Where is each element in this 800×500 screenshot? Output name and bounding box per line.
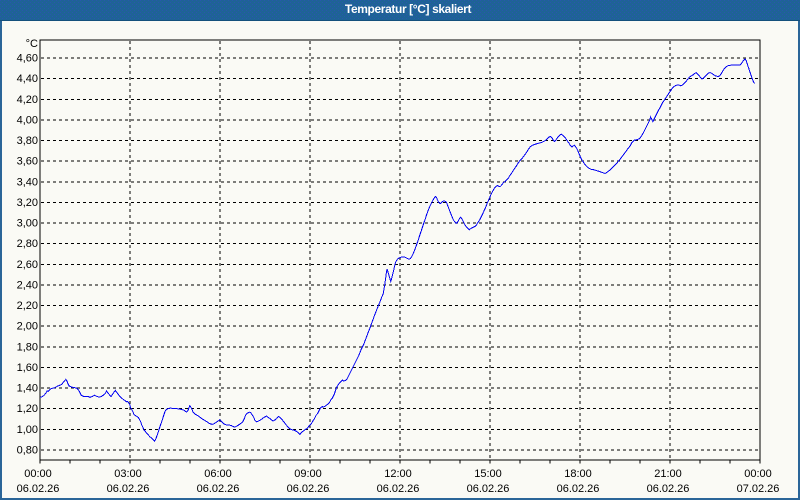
svg-text:06.02.26: 06.02.26 [557,483,600,495]
svg-text:00:00: 00:00 [744,468,772,480]
svg-text:1,20: 1,20 [17,403,38,415]
svg-text:3,40: 3,40 [17,176,38,188]
svg-text:12:00: 12:00 [384,468,412,480]
svg-text:06.02.26: 06.02.26 [377,483,420,495]
svg-text:4,00: 4,00 [17,114,38,126]
svg-text:00:00: 00:00 [24,468,52,480]
svg-text:06.02.26: 06.02.26 [17,483,60,495]
svg-text:15:00: 15:00 [474,468,502,480]
svg-text:4,40: 4,40 [17,73,38,85]
svg-text:1,00: 1,00 [17,424,38,436]
svg-text:1,80: 1,80 [17,341,38,353]
svg-text:2,40: 2,40 [17,279,38,291]
svg-text:18:00: 18:00 [564,468,592,480]
svg-text:°C: °C [26,38,38,50]
svg-text:06.02.26: 06.02.26 [287,483,330,495]
svg-text:06.02.26: 06.02.26 [197,483,240,495]
svg-text:1,60: 1,60 [17,362,38,374]
svg-text:09:00: 09:00 [294,468,322,480]
svg-text:3,60: 3,60 [17,156,38,168]
svg-text:1,40: 1,40 [17,383,38,395]
svg-text:3,00: 3,00 [17,218,38,230]
svg-text:3,80: 3,80 [17,135,38,147]
svg-text:07.02.26: 07.02.26 [737,483,780,495]
svg-text:2,80: 2,80 [17,238,38,250]
svg-text:0,80: 0,80 [17,445,38,457]
svg-text:06.02.26: 06.02.26 [467,483,510,495]
svg-text:2,00: 2,00 [17,321,38,333]
svg-text:06.02.26: 06.02.26 [647,483,690,495]
svg-text:2,20: 2,20 [17,300,38,312]
svg-text:4,20: 4,20 [17,94,38,106]
svg-text:06:00: 06:00 [204,468,232,480]
svg-text:2,60: 2,60 [17,259,38,271]
svg-text:21:00: 21:00 [654,468,682,480]
svg-text:03:00: 03:00 [114,468,142,480]
svg-text:3,20: 3,20 [17,197,38,209]
svg-text:4,60: 4,60 [17,53,38,65]
svg-text:06.02.26: 06.02.26 [107,483,150,495]
